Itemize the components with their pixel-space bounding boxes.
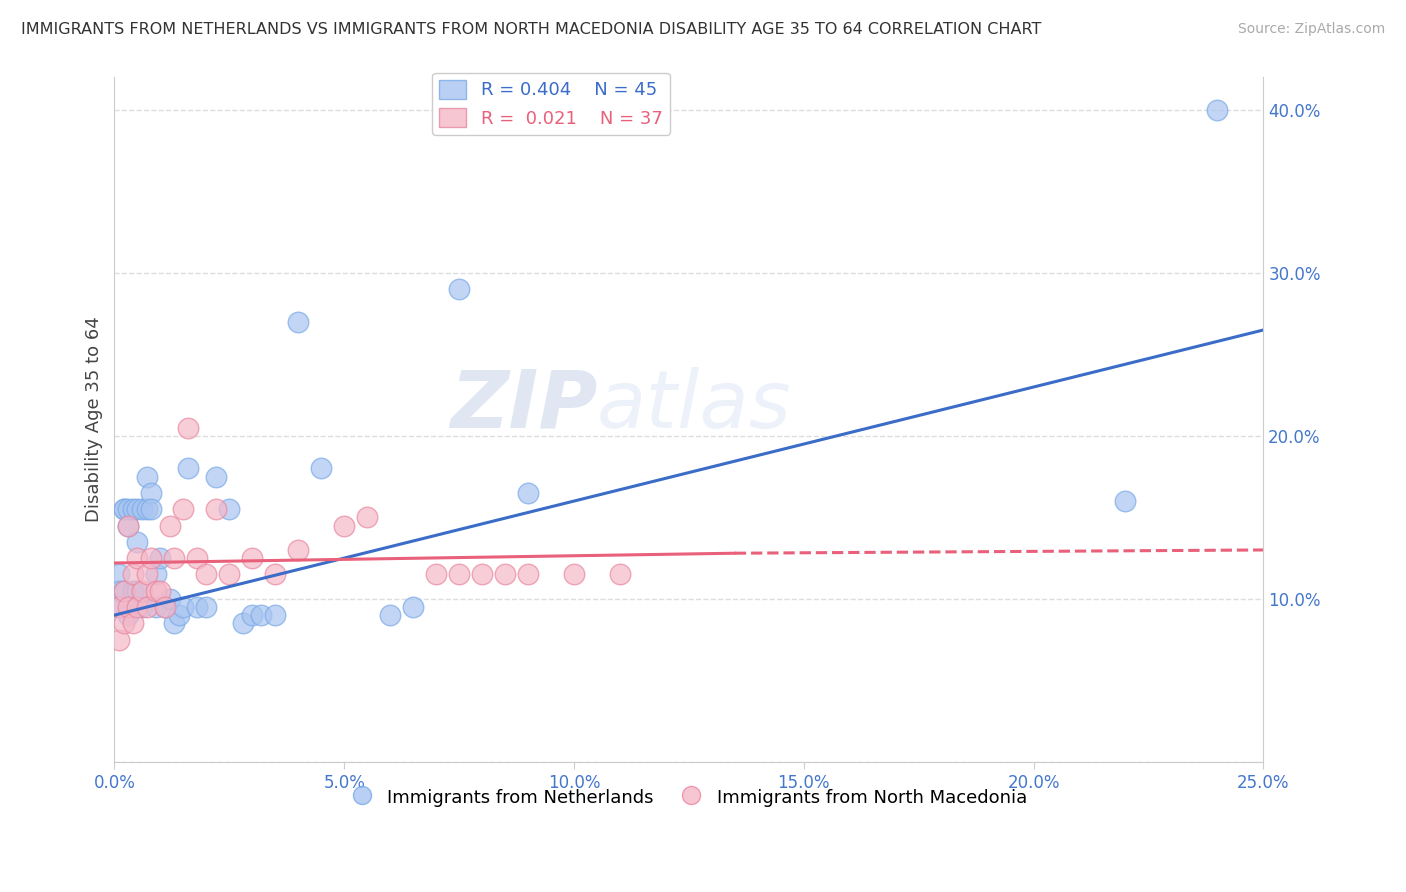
- Point: [425, 567, 447, 582]
- Point: [117, 608, 139, 623]
- Point: [135, 502, 157, 516]
- Point: [240, 551, 263, 566]
- Text: atlas: atlas: [598, 367, 792, 445]
- Point: [494, 567, 516, 582]
- Point: [112, 583, 135, 598]
- Point: [127, 599, 149, 614]
- Point: [264, 567, 287, 582]
- Point: [117, 599, 139, 614]
- Point: [159, 591, 181, 606]
- Point: [167, 608, 190, 623]
- Point: [141, 502, 163, 516]
- Point: [112, 502, 135, 516]
- Point: [131, 599, 153, 614]
- Point: [195, 567, 218, 582]
- Point: [186, 551, 208, 566]
- Point: [609, 567, 631, 582]
- Point: [163, 616, 186, 631]
- Point: [145, 599, 167, 614]
- Point: [112, 583, 135, 598]
- Point: [218, 567, 240, 582]
- Point: [471, 567, 494, 582]
- Point: [121, 616, 143, 631]
- Point: [517, 486, 540, 500]
- Point: [153, 599, 176, 614]
- Point: [135, 567, 157, 582]
- Point: [145, 583, 167, 598]
- Point: [1114, 494, 1136, 508]
- Text: ZIP: ZIP: [450, 367, 598, 445]
- Point: [172, 502, 194, 516]
- Point: [121, 502, 143, 516]
- Point: [378, 608, 401, 623]
- Point: [135, 469, 157, 483]
- Point: [145, 567, 167, 582]
- Y-axis label: Disability Age 35 to 64: Disability Age 35 to 64: [86, 317, 103, 523]
- Point: [108, 599, 131, 614]
- Text: Source: ZipAtlas.com: Source: ZipAtlas.com: [1237, 22, 1385, 37]
- Point: [117, 518, 139, 533]
- Legend: Immigrants from Netherlands, Immigrants from North Macedonia: Immigrants from Netherlands, Immigrants …: [343, 780, 1035, 814]
- Point: [149, 551, 172, 566]
- Point: [449, 567, 471, 582]
- Point: [264, 608, 287, 623]
- Point: [141, 486, 163, 500]
- Point: [356, 510, 378, 524]
- Point: [117, 502, 139, 516]
- Point: [562, 567, 585, 582]
- Point: [250, 608, 273, 623]
- Point: [195, 599, 218, 614]
- Point: [121, 567, 143, 582]
- Point: [309, 461, 332, 475]
- Point: [112, 502, 135, 516]
- Point: [112, 616, 135, 631]
- Point: [108, 567, 131, 582]
- Point: [204, 469, 226, 483]
- Point: [131, 583, 153, 598]
- Point: [153, 599, 176, 614]
- Point: [127, 534, 149, 549]
- Point: [287, 543, 309, 558]
- Point: [204, 502, 226, 516]
- Point: [402, 599, 425, 614]
- Point: [117, 518, 139, 533]
- Point: [449, 282, 471, 296]
- Point: [127, 551, 149, 566]
- Point: [108, 632, 131, 647]
- Point: [159, 518, 181, 533]
- Point: [218, 502, 240, 516]
- Point: [127, 502, 149, 516]
- Point: [149, 583, 172, 598]
- Point: [1206, 103, 1229, 117]
- Point: [135, 599, 157, 614]
- Point: [131, 502, 153, 516]
- Point: [141, 551, 163, 566]
- Point: [172, 599, 194, 614]
- Point: [177, 421, 200, 435]
- Point: [127, 583, 149, 598]
- Point: [240, 608, 263, 623]
- Point: [517, 567, 540, 582]
- Point: [232, 616, 254, 631]
- Point: [177, 461, 200, 475]
- Text: IMMIGRANTS FROM NETHERLANDS VS IMMIGRANTS FROM NORTH MACEDONIA DISABILITY AGE 35: IMMIGRANTS FROM NETHERLANDS VS IMMIGRANT…: [21, 22, 1042, 37]
- Point: [186, 599, 208, 614]
- Point: [108, 599, 131, 614]
- Point: [121, 583, 143, 598]
- Point: [333, 518, 356, 533]
- Point: [287, 315, 309, 329]
- Point: [163, 551, 186, 566]
- Point: [108, 583, 131, 598]
